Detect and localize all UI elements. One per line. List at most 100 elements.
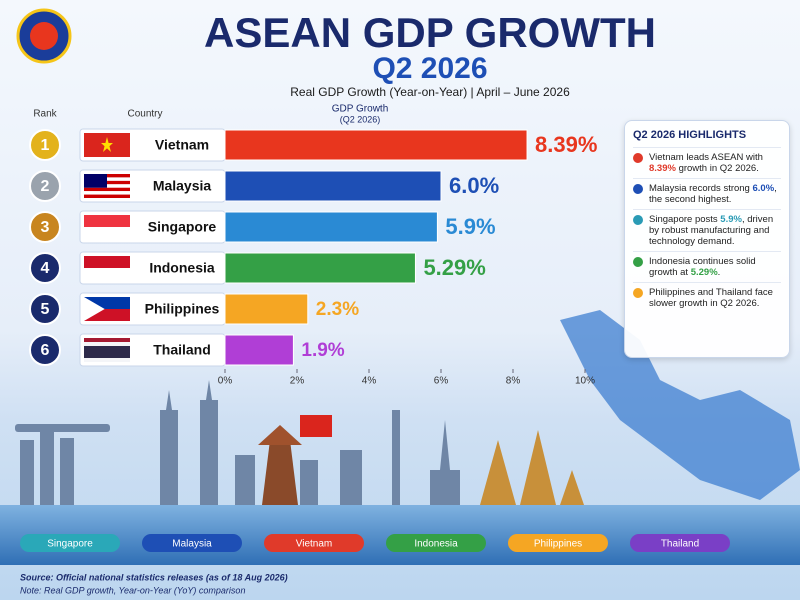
flag-part (84, 358, 130, 362)
description: Real GDP Growth (Year-on-Year) | April –… (290, 85, 570, 99)
highlight-number: 8.39% (649, 163, 676, 174)
highlight-dot (633, 184, 643, 194)
highlight-phrase: Vietnam leads ASEAN with (649, 152, 763, 163)
rank-label: 6 (41, 342, 50, 359)
flag-star (101, 137, 113, 152)
highlight-number: 5.9% (720, 214, 742, 225)
value-label: 5.29% (423, 255, 485, 280)
y-tick-label: Thailand (153, 342, 211, 358)
y-tick-label: Singapore (148, 219, 217, 235)
highlight-text: Indonesia continues solid growth at 5.29… (649, 256, 781, 278)
value-label: 6.0% (449, 173, 499, 198)
highlight-phrase: . (717, 267, 721, 278)
flag-part (84, 256, 130, 268)
rank-label: 5 (41, 301, 50, 318)
skyline (15, 380, 584, 505)
note: Note: Real GDP growth, Year-on-Year (YoY… (20, 585, 245, 595)
map-shape (560, 310, 800, 500)
rank-badge (29, 252, 61, 284)
city-pill (20, 534, 120, 552)
city-label: Indonesia (414, 539, 458, 550)
x-tick-label: 6% (434, 376, 449, 387)
highlight-item: Indonesia continues solid growth at 5.29… (633, 251, 781, 282)
highlight-item: Singapore posts 5.9%, driven by robust m… (633, 209, 781, 251)
logo-core (30, 22, 58, 50)
flag-part (84, 187, 130, 192)
highlight-item: Vietnam leads ASEAN with 8.39% growth in… (633, 147, 781, 178)
highlights-panel: Q2 2026 HIGHLIGHTS Vietnam leads ASEAN w… (624, 120, 790, 358)
flag-part (84, 194, 130, 198)
x-tick-label: 2% (290, 376, 305, 387)
flag-part (84, 268, 130, 280)
city-label: Vietnam (296, 539, 333, 550)
rank-badge (29, 293, 61, 325)
bar (224, 129, 528, 161)
x-axis-subtitle: (Q2 2026) (340, 114, 381, 124)
x-tick-label: 10% (575, 376, 595, 387)
highlight-phrase: , driven by robust manufacturing and tec… (649, 214, 774, 247)
value-label: 8.39% (535, 132, 597, 157)
highlight-dot (633, 215, 643, 225)
city-pill (142, 534, 242, 552)
city-pill (630, 534, 730, 552)
rank-badge (29, 170, 61, 202)
chart-title: ASEAN GDP GROWTH (204, 9, 656, 56)
source: Source: Official national statistics rel… (20, 572, 288, 582)
flag (84, 215, 130, 239)
y-tick-label: Vietnam (155, 137, 209, 153)
value-label: 2.3% (316, 299, 359, 320)
flag (84, 256, 130, 280)
highlights-title: Q2 2026 HIGHLIGHTS (633, 129, 747, 141)
rank-header: Rank (33, 109, 57, 120)
rank-label: 1 (41, 137, 50, 154)
highlight-item: Malaysia records strong 6.0%, the second… (633, 178, 781, 209)
city-label: Singapore (47, 539, 93, 550)
highlight-phrase: Singapore posts (649, 214, 721, 225)
highlight-phrase: Indonesia continues solid growth at (649, 256, 756, 278)
flag-part (84, 215, 130, 227)
value-label: 5.9% (445, 214, 495, 239)
flag-part (84, 174, 107, 188)
flag (84, 133, 130, 157)
flag (84, 297, 130, 321)
highlight-text: Vietnam leads ASEAN with 8.39% growth in… (649, 152, 781, 174)
x-axis-title: GDP Growth (332, 104, 389, 115)
bar (224, 252, 416, 284)
highlight-phrase: growth in Q2 2026. (675, 163, 759, 174)
highlight-number: 5.29% (690, 267, 718, 278)
bar (224, 334, 294, 366)
flag-part (84, 342, 130, 346)
x-tick-label: 4% (362, 376, 377, 387)
highlight-dot (633, 288, 643, 298)
x-tick-label: 0% (218, 376, 233, 387)
flag-part (84, 297, 105, 321)
city-pill (264, 534, 364, 552)
highlight-dot (633, 153, 643, 163)
highlight-phrase: , the second highest. (649, 183, 777, 205)
flag (84, 338, 130, 362)
highlight-dot (633, 257, 643, 267)
city-label: Thailand (661, 539, 699, 550)
highlight-text: Malaysia records strong 6.0%, the second… (649, 183, 781, 205)
flag (84, 174, 130, 198)
highlight-phrase: Malaysia records strong (649, 183, 753, 194)
city-label: Malaysia (172, 539, 212, 550)
country-header: Country (127, 109, 162, 120)
flag-part (84, 346, 130, 354)
y-tick-label: Philippines (145, 301, 220, 317)
highlight-text: Philippines and Thailand face slower gro… (649, 287, 781, 309)
city-pill (508, 534, 608, 552)
chart-subtitle: Q2 2026 (372, 52, 487, 85)
flag-part (84, 338, 130, 342)
rank-badge (29, 129, 61, 161)
highlight-item: Philippines and Thailand face slower gro… (633, 282, 781, 313)
bar (224, 211, 438, 243)
city-label: Philippines (534, 539, 582, 550)
y-tick-label: Malaysia (153, 178, 212, 194)
rank-badge (29, 334, 61, 366)
flag-part (84, 227, 130, 239)
y-tick-label: Indonesia (149, 260, 215, 276)
bar (224, 293, 309, 325)
